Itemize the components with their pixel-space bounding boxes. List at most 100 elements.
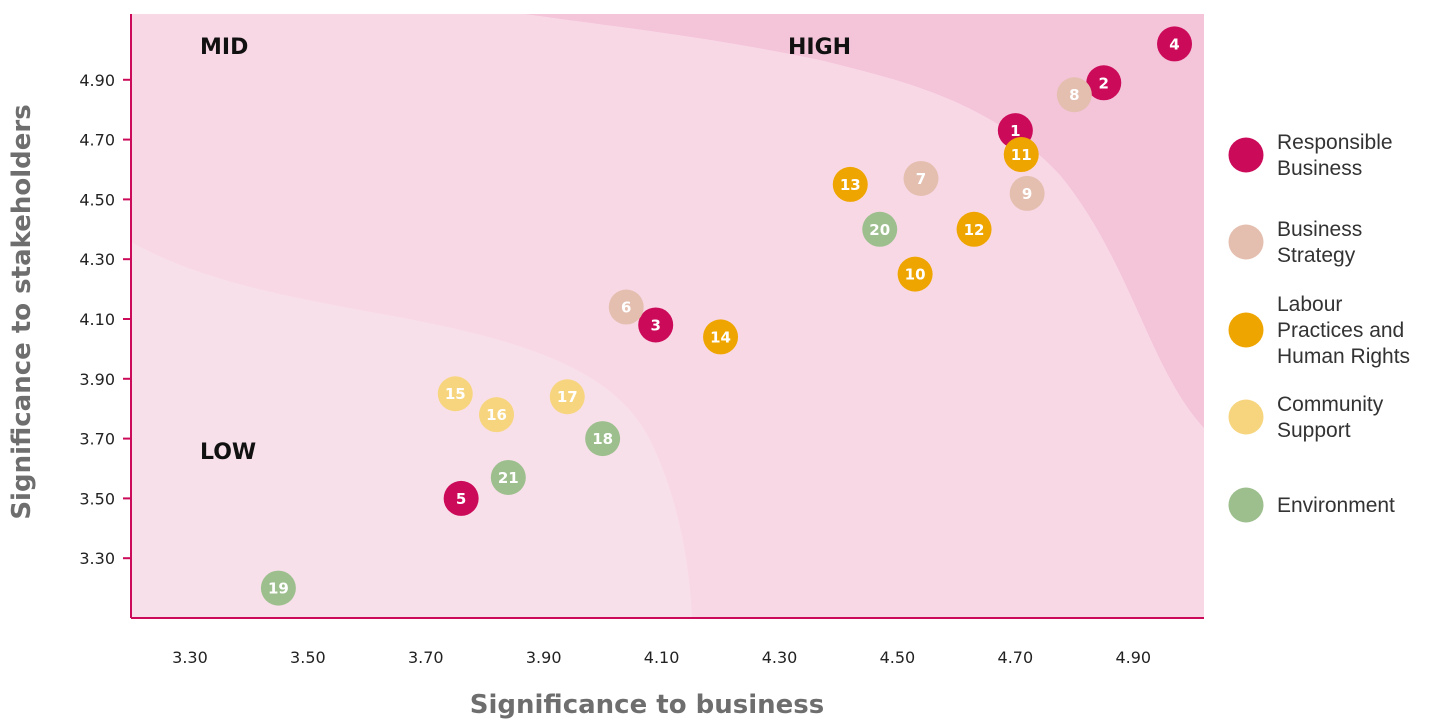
y-tick-label: 4.50 xyxy=(79,190,115,209)
x-axis-title: Significance to business xyxy=(470,690,824,720)
x-tick-label: 3.50 xyxy=(290,648,326,667)
y-tick-label: 3.90 xyxy=(79,370,115,389)
data-point-4[interactable]: 4 xyxy=(1157,26,1193,62)
x-axis-ticks: 3.30 3.50 3.70 3.90 4.10 4.30 4.50 4.70 4.90 xyxy=(172,648,1151,667)
legend-label: Human Rights xyxy=(1277,345,1410,368)
point-label: 4 xyxy=(1169,35,1179,53)
data-point-13[interactable]: 13 xyxy=(832,166,868,202)
zone-label-low: LOW xyxy=(200,440,256,465)
y-axis-ticks: 3.30 3.50 3.70 3.90 4.10 4.30 4.50 4.70 4.90 xyxy=(79,71,131,568)
x-tick-label: 3.30 xyxy=(172,648,208,667)
legend-label: Environment xyxy=(1277,494,1395,517)
point-marker[interactable] xyxy=(832,166,868,202)
point-marker[interactable] xyxy=(638,307,674,343)
y-tick-label: 3.50 xyxy=(79,489,115,508)
data-point-7[interactable]: 7 xyxy=(903,160,939,196)
point-label: 5 xyxy=(456,490,466,508)
x-tick-label: 4.70 xyxy=(998,648,1034,667)
x-tick-label: 3.90 xyxy=(526,648,562,667)
point-label: 13 xyxy=(840,176,861,194)
data-point-6[interactable]: 6 xyxy=(608,289,644,325)
data-point-14[interactable]: 14 xyxy=(703,319,739,355)
point-marker[interactable] xyxy=(443,480,479,516)
point-label: 3 xyxy=(650,316,660,334)
data-point-12[interactable]: 12 xyxy=(956,211,992,247)
x-tick-label: 4.50 xyxy=(880,648,916,667)
low-zone-area xyxy=(131,242,692,618)
point-marker[interactable] xyxy=(1009,175,1045,211)
point-marker[interactable] xyxy=(490,459,526,495)
point-marker[interactable] xyxy=(260,570,296,606)
x-tick-label: 4.90 xyxy=(1115,648,1151,667)
point-label: 2 xyxy=(1099,74,1109,92)
point-marker[interactable] xyxy=(1086,65,1122,101)
data-point-19[interactable]: 19 xyxy=(260,570,296,606)
zone-backgrounds xyxy=(131,14,1204,618)
data-point-11[interactable]: 11 xyxy=(1003,137,1039,173)
y-tick-label: 4.70 xyxy=(79,131,115,150)
point-label: 9 xyxy=(1022,185,1032,203)
y-tick-label: 4.30 xyxy=(79,250,115,269)
y-tick-label: 4.10 xyxy=(79,310,115,329)
point-marker[interactable] xyxy=(1157,26,1193,62)
legend-swatch xyxy=(1228,399,1264,435)
data-point-15[interactable]: 15 xyxy=(437,376,473,412)
legend-label: Labour xyxy=(1277,293,1342,316)
x-tick-label: 4.10 xyxy=(644,648,680,667)
point-label: 8 xyxy=(1069,86,1079,104)
point-label: 21 xyxy=(498,469,519,487)
point-label: 16 xyxy=(486,406,507,424)
point-marker[interactable] xyxy=(862,211,898,247)
zone-label-high: HIGH xyxy=(788,35,851,60)
point-marker[interactable] xyxy=(585,421,621,457)
legend-swatch xyxy=(1228,224,1264,260)
point-marker[interactable] xyxy=(897,256,933,292)
data-point-20[interactable]: 20 xyxy=(862,211,898,247)
legend: Responsible Business Business Strategy Labou… xyxy=(1228,131,1410,523)
legend-item-env: Environment xyxy=(1228,487,1395,523)
legend-label: Community xyxy=(1277,393,1384,416)
legend-label: Business xyxy=(1277,157,1362,180)
legend-item-cs: Community Support xyxy=(1228,393,1384,442)
data-point-16[interactable]: 16 xyxy=(479,397,515,433)
point-marker[interactable] xyxy=(479,397,515,433)
legend-item-bs: Business Strategy xyxy=(1228,218,1362,267)
point-label: 18 xyxy=(592,430,613,448)
data-point-17[interactable]: 17 xyxy=(549,379,585,415)
point-marker[interactable] xyxy=(1056,77,1092,113)
legend-label: Support xyxy=(1277,419,1351,442)
data-point-2[interactable]: 2 xyxy=(1086,65,1122,101)
y-tick-label: 3.70 xyxy=(79,430,115,449)
point-marker[interactable] xyxy=(437,376,473,412)
data-point-9[interactable]: 9 xyxy=(1009,175,1045,211)
point-marker[interactable] xyxy=(956,211,992,247)
data-point-8[interactable]: 8 xyxy=(1056,77,1092,113)
data-point-5[interactable]: 5 xyxy=(443,480,479,516)
point-label: 10 xyxy=(905,266,926,284)
x-tick-label: 4.30 xyxy=(762,648,798,667)
high-zone-area xyxy=(525,14,1204,428)
zone-label-mid: MID xyxy=(200,35,248,60)
legend-item-rb: Responsible Business xyxy=(1228,131,1393,180)
data-point-10[interactable]: 10 xyxy=(897,256,933,292)
point-marker[interactable] xyxy=(1003,137,1039,173)
point-label: 20 xyxy=(869,221,890,239)
point-marker[interactable] xyxy=(608,289,644,325)
legend-label: Strategy xyxy=(1277,244,1356,267)
point-label: 6 xyxy=(621,299,631,317)
point-marker[interactable] xyxy=(549,379,585,415)
legend-swatch xyxy=(1228,312,1264,348)
point-marker[interactable] xyxy=(703,319,739,355)
point-label: 17 xyxy=(557,388,578,406)
data-point-18[interactable]: 18 xyxy=(585,421,621,457)
data-point-3[interactable]: 3 xyxy=(638,307,674,343)
point-label: 7 xyxy=(916,170,926,188)
point-label: 19 xyxy=(268,580,289,598)
legend-item-lp: Labour Practices and Human Rights xyxy=(1228,293,1410,368)
data-point-21[interactable]: 21 xyxy=(490,459,526,495)
point-marker[interactable] xyxy=(903,160,939,196)
y-axis-title: Significance to stakeholders xyxy=(7,104,37,519)
y-tick-label: 4.90 xyxy=(79,71,115,90)
